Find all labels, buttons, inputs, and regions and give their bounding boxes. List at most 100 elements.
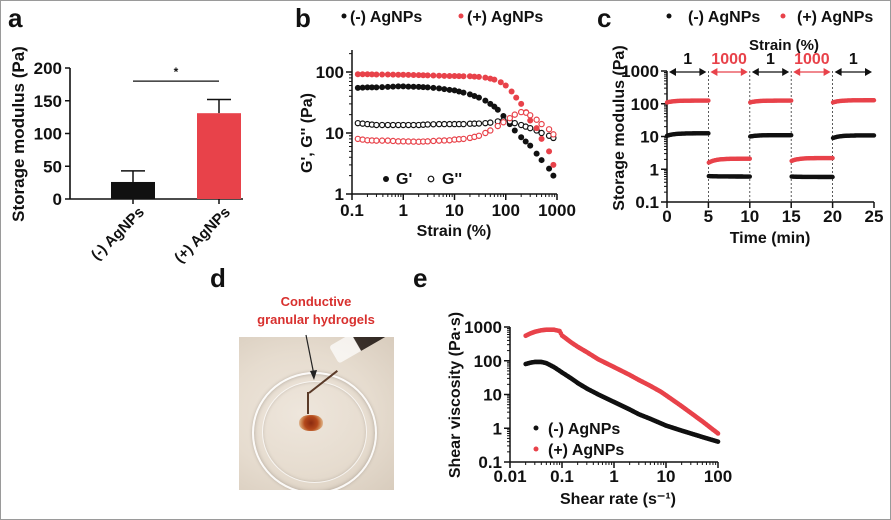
data-point: [475, 94, 482, 101]
legend-gdoubleprime-label: G'': [442, 171, 462, 188]
y-tick-label: 10: [325, 124, 344, 143]
data-point: [518, 134, 525, 141]
data-point: [400, 121, 407, 129]
data-point: [538, 129, 545, 137]
series-minus-agnps: [523, 359, 721, 444]
x-tick-label: 100: [492, 201, 520, 220]
data-point: [390, 83, 397, 90]
data-point: [538, 135, 545, 142]
y-tick-label: 10: [640, 128, 659, 147]
data-point: [513, 94, 520, 101]
data-point: [410, 121, 417, 129]
data-point: [354, 71, 361, 78]
data-point: [441, 137, 448, 144]
data-point: [538, 157, 545, 164]
significance-star: *: [174, 65, 179, 79]
data-point: [491, 76, 498, 83]
data-point: [527, 124, 534, 132]
data-point: [390, 71, 397, 78]
series--agnps-g-: [354, 71, 557, 168]
series--agnps-g-: [354, 117, 557, 142]
data-point: [400, 138, 407, 145]
legend-dot-plus: [458, 13, 464, 19]
data-point: [830, 174, 835, 180]
data-point: [373, 84, 380, 91]
data-point: [405, 138, 412, 145]
petri-dish-inner: [262, 381, 367, 483]
x-axis-label: Shear rate (s⁻¹): [560, 491, 676, 508]
data-point: [511, 119, 518, 127]
legend-dot-minus: [341, 13, 347, 19]
data-point: [424, 72, 431, 79]
y-axis-label: Storage modulus (Pa): [611, 45, 628, 210]
data-point: [405, 83, 412, 90]
data-point: [482, 74, 489, 81]
data-point: [475, 132, 483, 139]
x-tick-label: 0.1: [340, 201, 364, 220]
y-tick-label: 1: [493, 419, 502, 438]
data-point: [460, 73, 467, 80]
y-tick-label: 10: [483, 386, 502, 405]
data-point: [435, 120, 443, 128]
data-point: [522, 138, 529, 145]
data-point: [368, 84, 375, 91]
data-point: [789, 98, 794, 103]
legend-label-minus: (-) AgNPs: [688, 9, 760, 26]
x-tick-label: (-) AgNPs: [88, 204, 148, 264]
arrow-right-icon: [865, 68, 872, 76]
data-point: [441, 86, 448, 93]
y-tick-label: 1000: [464, 318, 502, 337]
data-point: [424, 138, 431, 145]
data-point: [706, 98, 711, 103]
strain-label: 1: [683, 51, 692, 68]
x-tick-label: 20: [823, 207, 842, 226]
y-tick-label: 0: [53, 190, 62, 209]
data-point: [451, 72, 458, 79]
data-point: [506, 114, 514, 122]
data-point: [545, 126, 553, 133]
data-point: [378, 121, 386, 129]
data-point: [471, 73, 478, 80]
arrow-right-icon: [823, 68, 831, 76]
data-point: [435, 137, 443, 144]
strain-label: 1000: [794, 51, 830, 68]
data-point: [747, 156, 752, 161]
arrow-right-icon: [782, 68, 790, 76]
data-point: [550, 131, 557, 138]
annotation-line-2: granular hydrogels: [257, 312, 375, 327]
data-point: [747, 174, 752, 179]
data-point: [546, 165, 553, 172]
x-tick-label: 15: [782, 207, 801, 226]
data-point: [715, 439, 721, 444]
data-point: [706, 131, 711, 136]
x-tick-label: 1: [399, 201, 408, 220]
data-point: [487, 127, 494, 134]
arrow-right-icon: [740, 68, 748, 76]
x-axis-label: Time (min): [730, 230, 811, 247]
hydrogel-strand: [307, 392, 309, 414]
data-point: [436, 72, 443, 79]
y-tick-label: 200: [34, 59, 62, 78]
data-point: [494, 106, 501, 113]
data-point: [384, 137, 392, 144]
data-point: [482, 97, 489, 104]
series--agnps-g-: [354, 108, 557, 145]
data-point: [527, 142, 534, 149]
x-tick-label: 10: [740, 207, 759, 226]
panel-letter-a: a: [8, 3, 23, 33]
strain-label: 1: [849, 51, 858, 68]
data-point: [508, 88, 515, 95]
data-point: [475, 120, 483, 127]
strain-header: Strain (%): [749, 37, 819, 54]
data-point: [410, 83, 417, 90]
arrow-left-icon: [710, 68, 718, 76]
y-tick-label: 100: [631, 95, 659, 114]
data-point: [364, 84, 371, 91]
data-point: [436, 85, 443, 92]
data-point: [527, 112, 534, 119]
data-point: [456, 73, 463, 80]
x-tick-label: 10: [657, 467, 676, 486]
data-point: [424, 121, 431, 128]
data-point: [379, 84, 386, 91]
